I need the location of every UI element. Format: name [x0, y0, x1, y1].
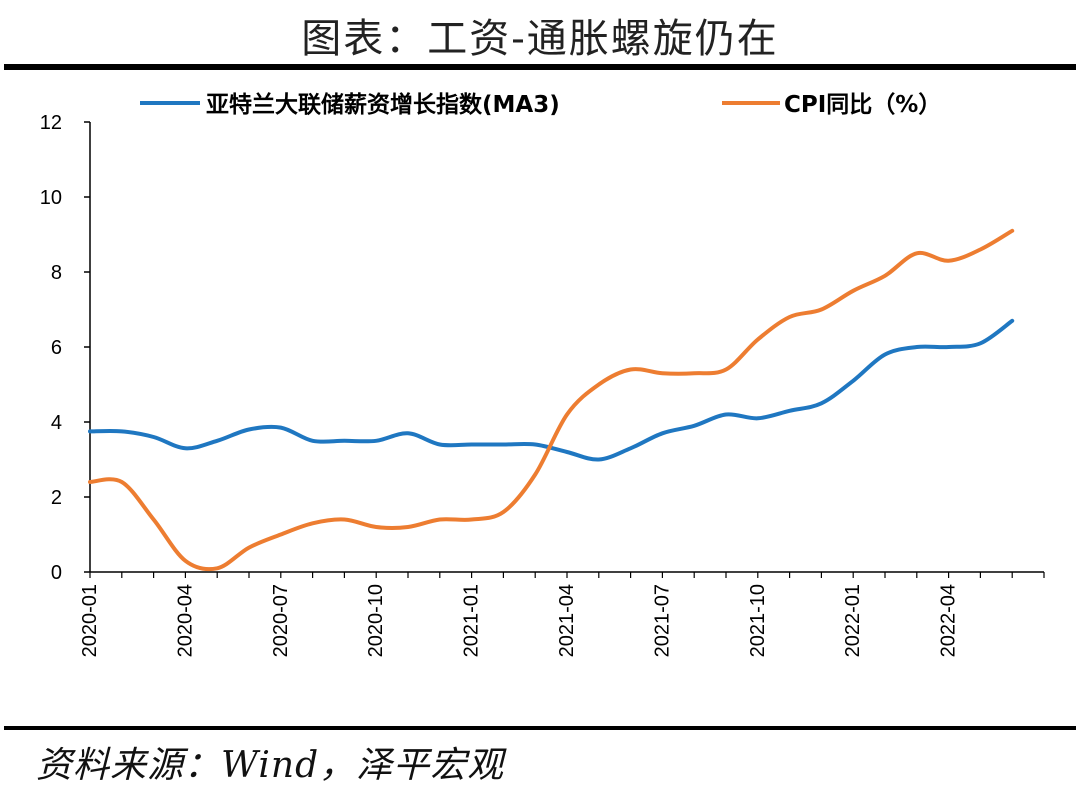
y-axis-tick-labels: 0 2 4 6 8 10 12 — [40, 112, 62, 584]
title-rule — [4, 64, 1076, 70]
y-tick-label: 4 — [51, 412, 62, 434]
y-tick-label: 12 — [40, 112, 62, 134]
chart-title: 图表：工资-通胀螺旋仍在 — [301, 16, 779, 62]
y-tick-label: 10 — [40, 187, 62, 209]
x-tick-label: 2020-01 — [79, 584, 101, 657]
y-tick-label: 0 — [51, 562, 62, 584]
y-tick-label: 2 — [51, 487, 62, 509]
x-tick-label: 2020-10 — [365, 584, 387, 657]
x-tick-label: 2021-10 — [747, 584, 769, 657]
x-tick-label: 2022-01 — [842, 584, 864, 657]
legend-label-wage: 亚特兰大联储薪资增长指数(MA3) — [206, 91, 560, 118]
x-tick-label: 2021-01 — [461, 584, 483, 657]
x-tick-label: 2020-07 — [270, 584, 292, 657]
chart-legend: 亚特兰大联储薪资增长指数(MA3) CPI同比（%） — [140, 91, 941, 118]
x-axis-tick-labels: 2020-01 2020-04 2020-07 2020-10 2021-01 2021-… — [79, 584, 960, 657]
series-line-cpi — [88, 228, 1015, 572]
y-tick-label: 6 — [51, 337, 62, 359]
x-tick-label: 2021-07 — [651, 584, 673, 657]
footer-rule — [4, 726, 1076, 730]
series-line-wage — [88, 318, 1015, 462]
y-tick-label: 8 — [51, 262, 62, 284]
chart-series — [88, 228, 1015, 572]
x-tick-label: 2022-04 — [938, 584, 960, 657]
chart-axes — [84, 121, 1045, 578]
legend-label-cpi: CPI同比（%） — [784, 91, 941, 118]
x-tick-label: 2021-04 — [556, 584, 578, 657]
x-tick-label: 2020-04 — [174, 584, 196, 657]
source-note: 资料来源：Wind，泽平宏观 — [36, 745, 505, 786]
